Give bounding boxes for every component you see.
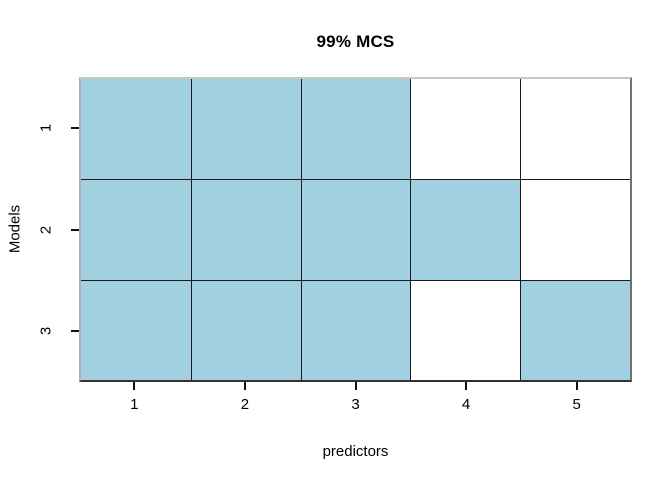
y-tick-label-3: 3 bbox=[37, 326, 55, 336]
x-tick-mark-4 bbox=[465, 382, 468, 390]
y-tick-mark-1 bbox=[71, 126, 79, 129]
cell-model2-predictor5 bbox=[520, 179, 630, 280]
y-tick-mark-3 bbox=[71, 330, 79, 333]
cell-model1-predictor2 bbox=[190, 79, 301, 180]
cell-model1-predictor1 bbox=[81, 79, 191, 180]
y-tick-label-2: 2 bbox=[37, 225, 55, 234]
cell-model3-predictor3 bbox=[300, 279, 411, 380]
x-tick-label-5: 5 bbox=[572, 396, 581, 413]
cell-model2-predictor1 bbox=[81, 179, 191, 280]
cell-model2-predictor2 bbox=[190, 179, 301, 280]
x-tick-label-3: 3 bbox=[351, 396, 360, 413]
x-tick-label-1: 1 bbox=[130, 396, 139, 413]
cell-model3-predictor4 bbox=[410, 279, 521, 380]
plot-area bbox=[79, 77, 632, 382]
cell-model3-predictor5 bbox=[520, 279, 630, 380]
cell-model3-predictor1 bbox=[81, 279, 191, 380]
x-tick-mark-1 bbox=[133, 382, 136, 390]
cell-model1-predictor4 bbox=[410, 79, 521, 180]
x-tick-label-4: 4 bbox=[461, 396, 471, 413]
y-axis-label: Models bbox=[6, 204, 24, 254]
x-tick-mark-5 bbox=[575, 382, 578, 390]
cell-model3-predictor2 bbox=[190, 279, 301, 380]
x-tick-mark-2 bbox=[243, 382, 246, 390]
y-tick-label-1: 1 bbox=[37, 123, 55, 132]
chart-title: 99% MCS bbox=[316, 32, 395, 51]
y-tick-mark-2 bbox=[71, 228, 79, 231]
x-axis-label: predictors bbox=[322, 443, 389, 460]
cell-model1-predictor5 bbox=[520, 79, 630, 180]
cell-model2-predictor4 bbox=[410, 179, 521, 280]
x-tick-mark-3 bbox=[354, 382, 357, 390]
cell-model1-predictor3 bbox=[300, 79, 411, 180]
x-tick-label-2: 2 bbox=[240, 396, 250, 413]
cell-model2-predictor3 bbox=[300, 179, 411, 280]
